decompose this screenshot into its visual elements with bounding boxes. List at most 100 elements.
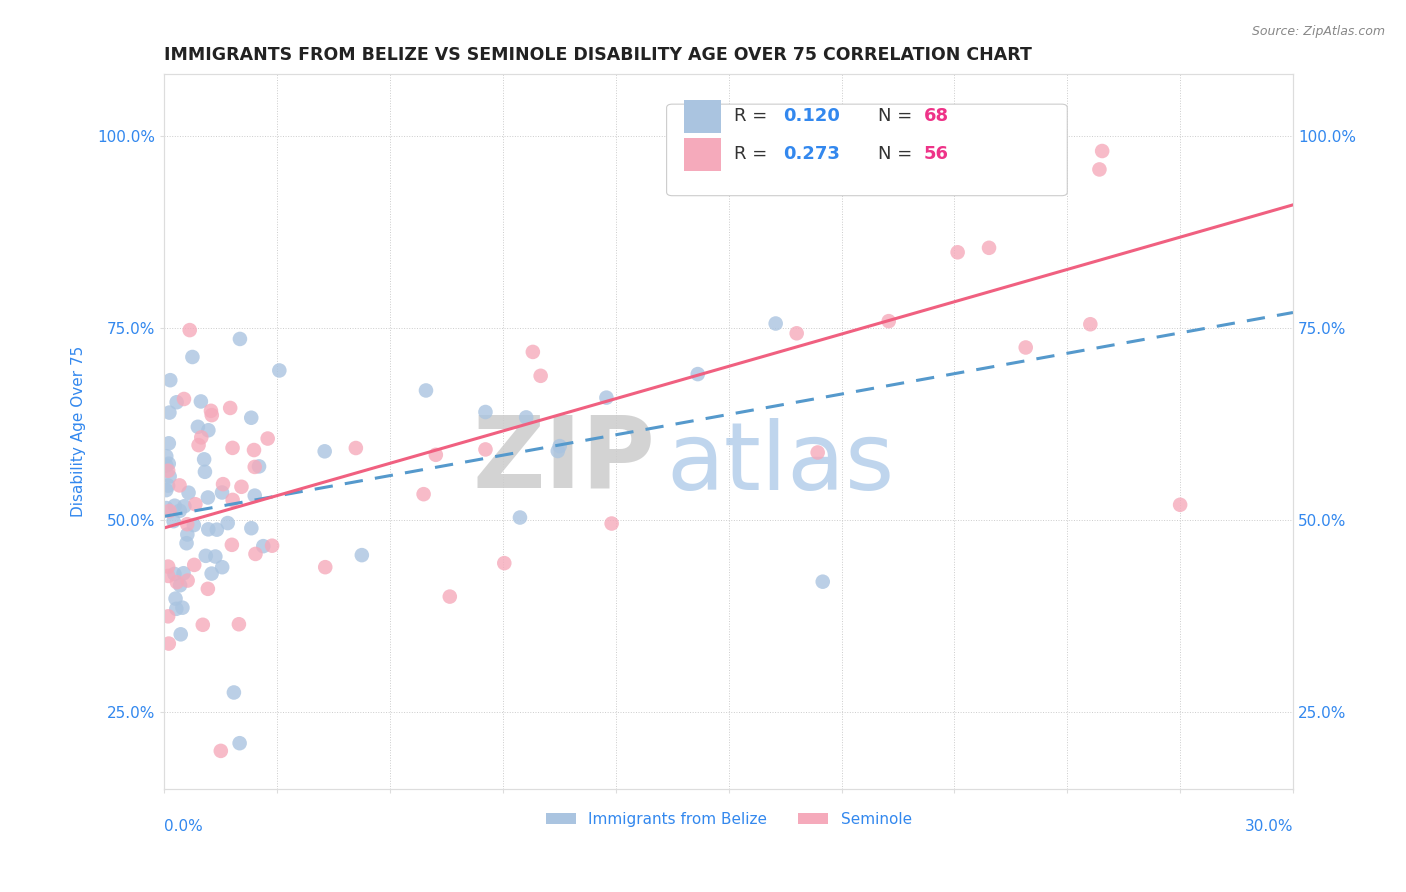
Point: [474, 405, 496, 419]
Text: 68: 68: [924, 106, 949, 125]
Point: [209, 744, 232, 758]
Text: N =: N =: [877, 145, 918, 163]
Point: [231, 480, 253, 494]
Point: [176, 574, 198, 588]
Point: [165, 591, 187, 606]
Point: [187, 419, 209, 434]
Point: [162, 514, 184, 528]
Point: [1091, 144, 1114, 158]
Point: [686, 367, 709, 381]
Text: ZIP: ZIP: [472, 412, 655, 508]
Point: [166, 395, 188, 409]
Point: [170, 627, 193, 641]
Point: [200, 404, 222, 418]
Point: [197, 423, 219, 437]
Point: [252, 539, 274, 553]
Text: IMMIGRANTS FROM BELIZE VS SEMINOLE DISABILITY AGE OVER 75 CORRELATION CHART: IMMIGRANTS FROM BELIZE VS SEMINOLE DISAB…: [165, 46, 1032, 64]
Point: [159, 373, 181, 387]
Point: [183, 518, 205, 533]
Text: R =: R =: [734, 106, 773, 125]
Point: [522, 345, 544, 359]
Point: [221, 492, 243, 507]
Point: [173, 392, 195, 406]
Point: [811, 574, 834, 589]
Point: [1088, 162, 1111, 177]
Point: [157, 436, 180, 450]
Point: [1168, 498, 1191, 512]
Point: [176, 536, 198, 550]
Point: [155, 458, 177, 473]
Point: [179, 323, 201, 337]
Point: [439, 590, 461, 604]
Point: [240, 410, 263, 425]
Point: [595, 391, 617, 405]
Point: [163, 499, 186, 513]
Point: [169, 504, 191, 518]
Point: [344, 441, 367, 455]
Point: [765, 317, 787, 331]
Point: [205, 523, 228, 537]
Text: N =: N =: [877, 106, 918, 125]
Point: [204, 549, 226, 564]
Point: [600, 516, 623, 531]
Point: [509, 510, 531, 524]
Point: [211, 560, 233, 574]
Text: atlas: atlas: [666, 418, 894, 510]
Point: [548, 439, 571, 453]
Point: [197, 491, 219, 505]
Point: [977, 241, 1000, 255]
Text: R =: R =: [734, 145, 773, 163]
Point: [228, 617, 250, 632]
Point: [157, 609, 180, 624]
Text: 0.120: 0.120: [783, 106, 839, 125]
Point: [157, 457, 180, 471]
Bar: [683, 100, 721, 133]
Point: [157, 569, 180, 583]
Point: [314, 560, 336, 574]
Point: [190, 394, 212, 409]
Point: [157, 559, 180, 574]
Point: [177, 485, 200, 500]
Point: [243, 489, 266, 503]
Point: [1078, 318, 1101, 332]
Point: [425, 448, 447, 462]
Point: [412, 487, 434, 501]
Point: [155, 449, 177, 463]
Point: [474, 442, 496, 457]
Point: [191, 617, 214, 632]
Point: [157, 406, 180, 420]
Point: [197, 522, 219, 536]
Point: [240, 521, 263, 535]
Point: [243, 459, 266, 474]
Point: [163, 566, 186, 581]
Point: [157, 478, 180, 492]
Point: [169, 478, 191, 492]
Point: [515, 410, 537, 425]
Point: [169, 578, 191, 592]
Point: [219, 401, 242, 415]
Point: [221, 441, 243, 455]
Point: [194, 465, 217, 479]
Point: [807, 445, 830, 459]
FancyBboxPatch shape: [666, 104, 1067, 195]
Point: [314, 444, 336, 458]
Point: [786, 326, 808, 341]
Point: [187, 438, 209, 452]
Point: [211, 485, 233, 500]
Point: [256, 432, 278, 446]
Point: [183, 558, 205, 572]
Point: [201, 408, 224, 422]
Text: Source: ZipAtlas.com: Source: ZipAtlas.com: [1251, 25, 1385, 38]
Bar: [683, 137, 721, 170]
Point: [159, 469, 181, 483]
Point: [547, 444, 569, 458]
Point: [269, 363, 291, 377]
Point: [262, 539, 284, 553]
Point: [946, 245, 969, 260]
Point: [176, 517, 198, 532]
Point: [159, 504, 181, 518]
Point: [212, 477, 235, 491]
Point: [181, 350, 204, 364]
Point: [155, 483, 177, 497]
Point: [157, 464, 180, 478]
